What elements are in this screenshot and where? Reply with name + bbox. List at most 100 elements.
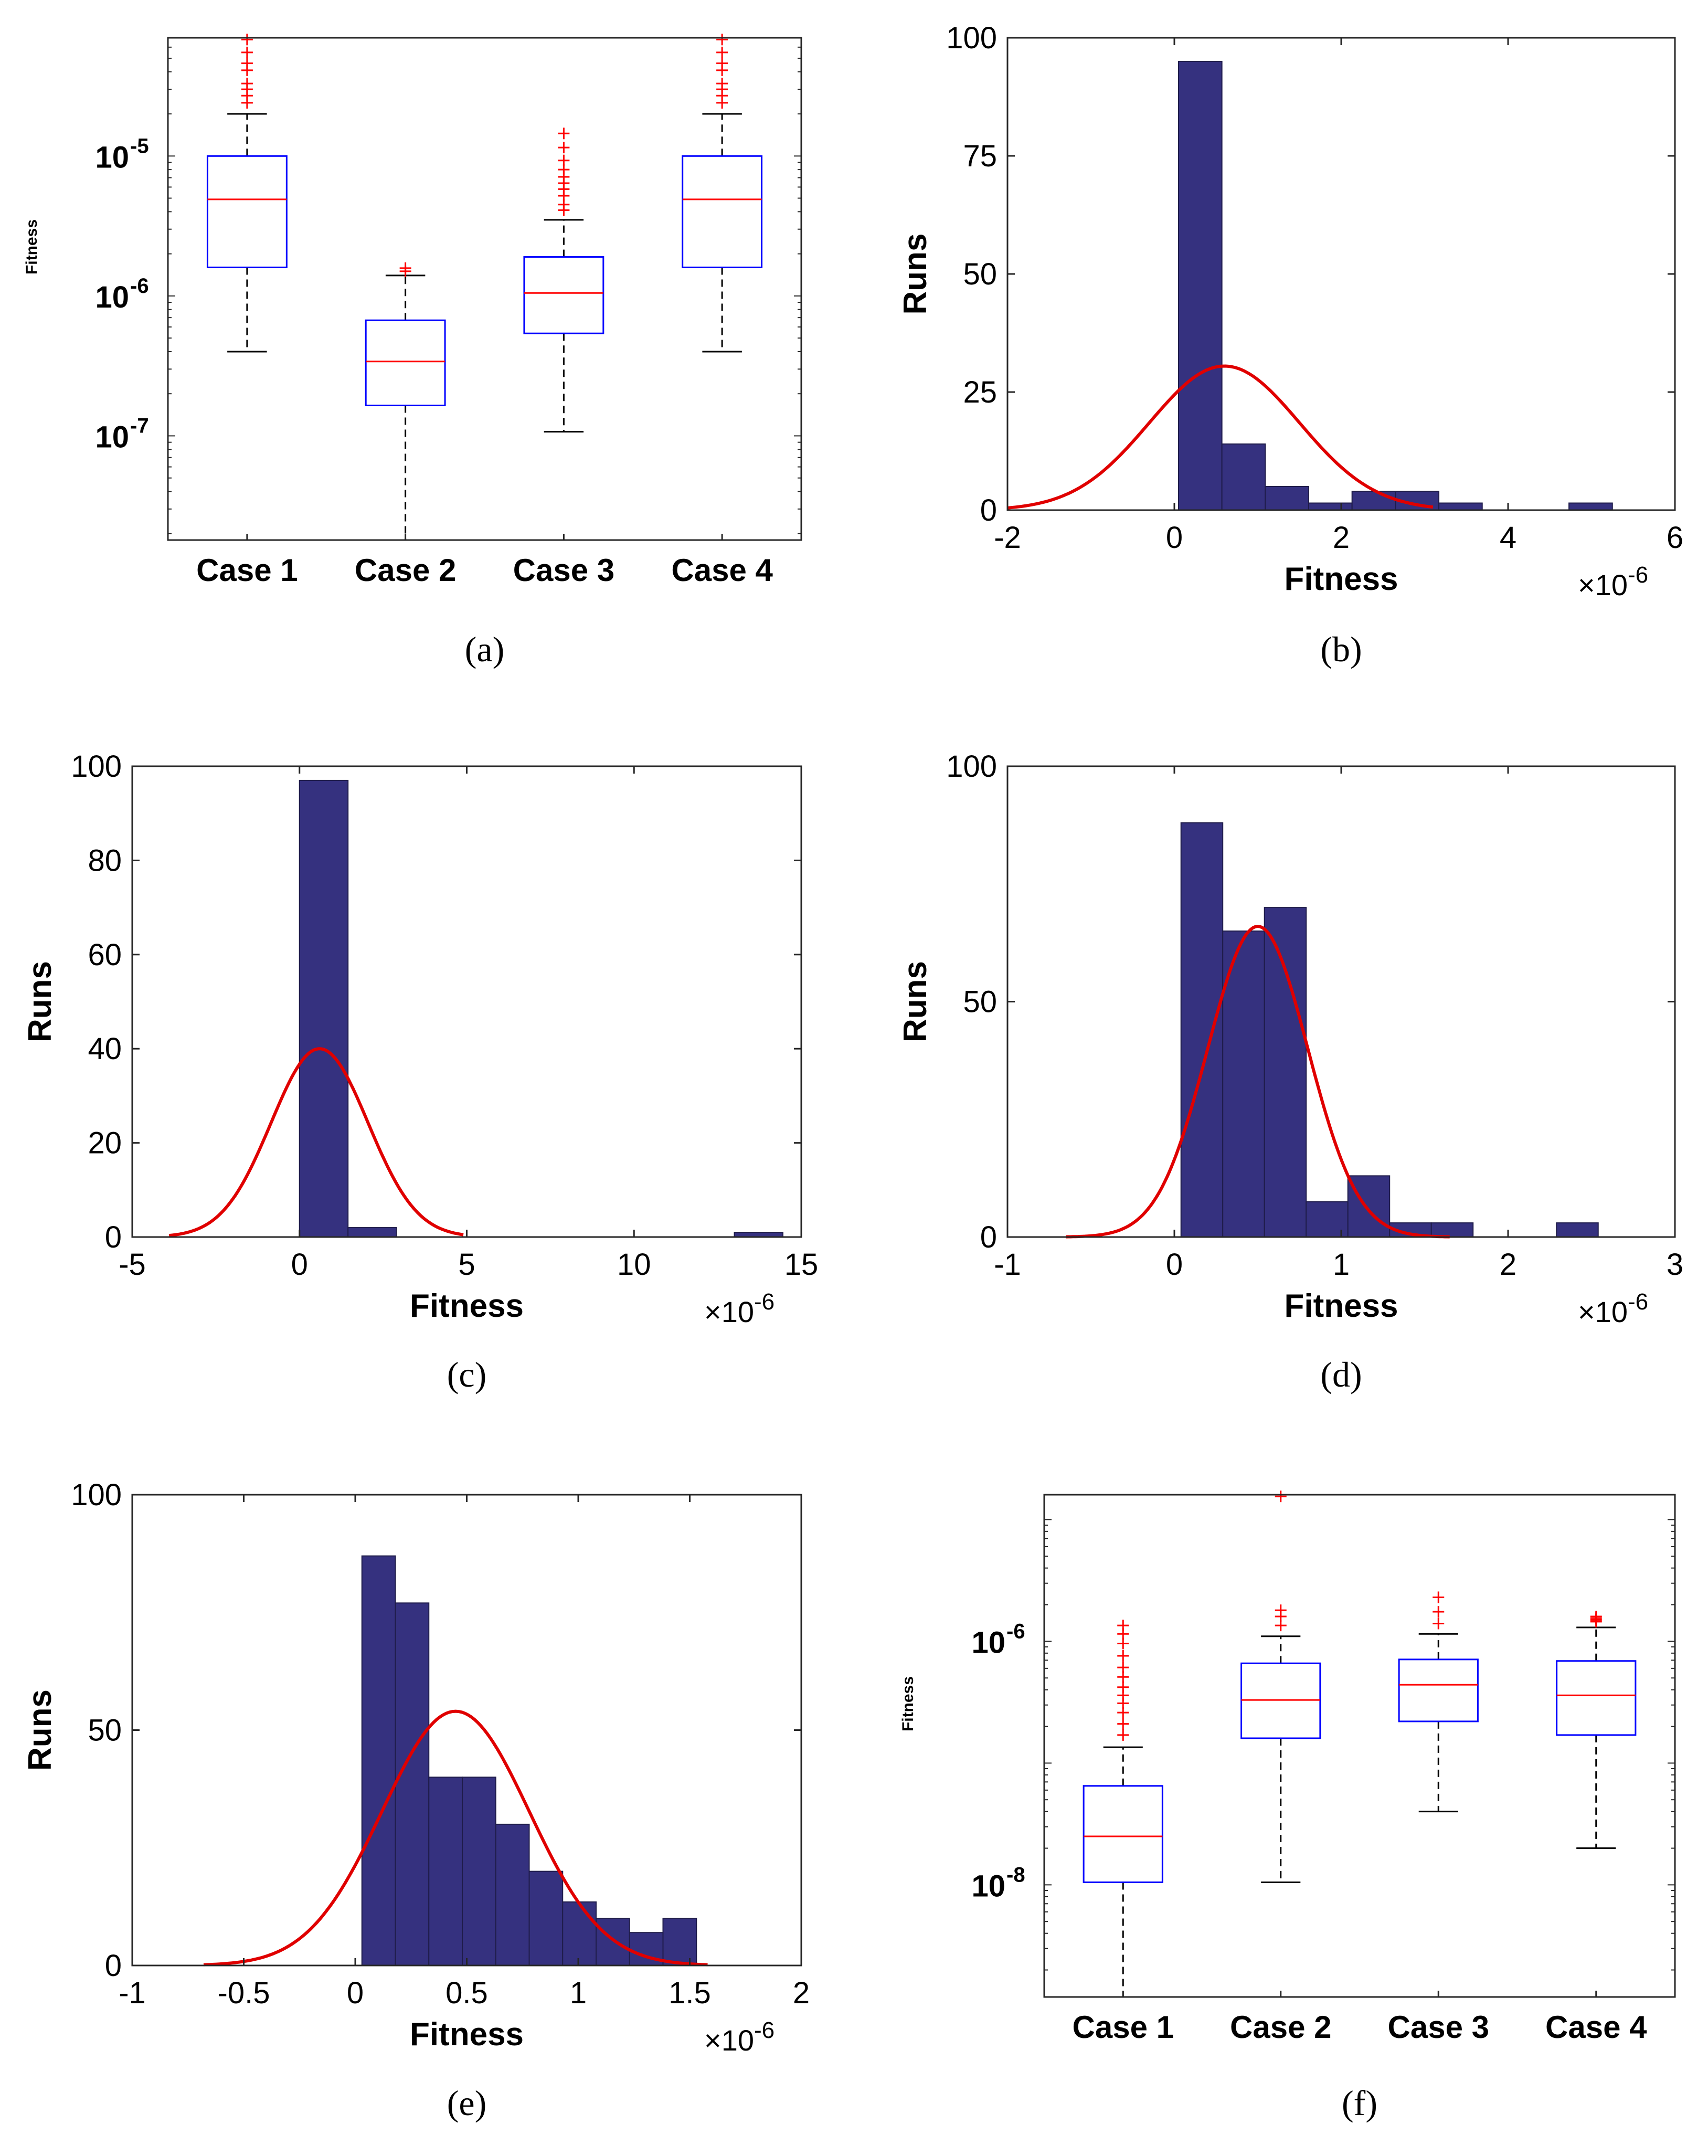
- histogram-bar: [1430, 1222, 1474, 1238]
- tick-base: 10: [971, 1869, 1005, 1903]
- iqr-box: [206, 155, 288, 268]
- axes-frame: [1006, 765, 1676, 1238]
- outlier-marker: [1433, 1605, 1445, 1618]
- box-2: [365, 262, 446, 541]
- y-tick-label: 0: [980, 1220, 997, 1254]
- outlier-marker: [558, 142, 570, 154]
- exponent-base: ×10: [1578, 568, 1628, 601]
- x-axis-label: Fitness: [1284, 1288, 1398, 1324]
- outlier-marker: [1117, 1620, 1129, 1632]
- y-tick-label: 10: [971, 1869, 1005, 1903]
- x-tick-label: 10: [617, 1248, 651, 1282]
- tick-base: 10: [971, 1625, 1005, 1660]
- x-tick-label: 4: [1500, 521, 1516, 555]
- histogram-bar: [1308, 502, 1353, 511]
- outlier-marker: [1275, 1491, 1287, 1503]
- x-tick-label: 6: [1667, 521, 1683, 555]
- x-tick-label: 0.5: [445, 1976, 488, 2010]
- y-tick-label: 100: [946, 21, 997, 55]
- category-label: Case 3: [1388, 2010, 1489, 2045]
- histogram-bar: [1221, 443, 1266, 511]
- y-tick-label: 80: [88, 843, 122, 878]
- normal-fit-curve: [1007, 364, 1434, 510]
- panel-caption: (d): [1320, 1355, 1362, 1394]
- y-axis-label: Runs: [897, 234, 933, 315]
- histogram-bar: [1177, 61, 1223, 511]
- category-label: Case 4: [671, 553, 773, 588]
- exponent-base: ×10: [704, 2024, 754, 2057]
- histogram-bar: [428, 1777, 463, 1966]
- y-tick-label: 100: [71, 1478, 122, 1512]
- iqr-box: [1240, 1662, 1321, 1739]
- exponent-power: -6: [754, 2017, 775, 2043]
- normal-fit-curve: [1066, 924, 1450, 1239]
- category-label: Case 4: [1545, 2010, 1647, 2045]
- histogram-bar: [395, 1602, 430, 1967]
- x-tick-label: 15: [784, 1248, 819, 1282]
- y-axis-label: Fitness: [23, 219, 40, 274]
- x-tick-label: 0: [347, 1976, 364, 2010]
- panel-caption: (a): [465, 629, 504, 669]
- outlier-marker: [241, 78, 253, 90]
- iqr-box: [682, 155, 763, 268]
- box-3: [1398, 1591, 1479, 1813]
- iqr-box: [365, 319, 446, 406]
- box-2: [1240, 1491, 1321, 1883]
- histogram-bar: [1351, 491, 1396, 511]
- y-tick-label: 25: [963, 375, 997, 409]
- x-tick-label: 2: [1333, 521, 1350, 555]
- histogram-bar: [596, 1918, 630, 1967]
- box-4: [1556, 1611, 1637, 1849]
- exponent-base: ×10: [704, 1295, 754, 1328]
- box-1: [206, 34, 288, 353]
- y-tick-label: 50: [963, 985, 997, 1019]
- panel-caption: (e): [447, 2083, 486, 2123]
- outlier-marker: [1117, 1681, 1129, 1693]
- outlier-marker: [1275, 1604, 1287, 1616]
- y-tick-label: 20: [88, 1126, 122, 1160]
- box-3: [523, 128, 604, 433]
- tick-base: 10: [95, 280, 129, 314]
- panel-caption: (b): [1320, 629, 1362, 669]
- outlier-marker: [1433, 1591, 1445, 1603]
- histogram-bar: [299, 779, 349, 1238]
- boxplot-panel-a: Case 1 Case 2 Case 3 Case 410-710-610 -5Fitn…: [23, 34, 802, 669]
- panel-caption: (f): [1342, 2083, 1377, 2123]
- y-tick-label: 0: [105, 1949, 122, 1983]
- box-4: [682, 34, 763, 353]
- axis-exponent: ×10-6: [1578, 1289, 1648, 1328]
- y-tick-exponent: -5: [130, 134, 149, 157]
- outlier-marker: [716, 78, 728, 90]
- boxplot-panel-f: Case 1 Case 2 Case 3 Case 410 -810 -6Fitness(…: [899, 1491, 1676, 2123]
- y-tick-label: 10: [95, 140, 129, 174]
- x-tick-label: -0.5: [218, 1976, 270, 2010]
- category-label: Case 3: [513, 553, 614, 588]
- x-tick-label: 2: [1500, 1248, 1516, 1282]
- axis-exponent: ×10-6: [704, 2017, 775, 2057]
- histogram-bar: [495, 1823, 530, 1966]
- category-label: Case 1: [196, 553, 298, 588]
- x-tick-label: 1: [1333, 1248, 1350, 1282]
- outlier-marker: [241, 34, 253, 46]
- axes-frame: [167, 37, 802, 541]
- outlier-marker: [716, 46, 728, 58]
- y-tick-label: 0: [980, 493, 997, 527]
- outlier-marker: [1117, 1718, 1129, 1730]
- normal-fit-curve: [168, 1047, 464, 1238]
- x-tick-label: 1.5: [669, 1976, 711, 2010]
- x-tick-label: 0: [1166, 521, 1183, 555]
- histogram-bar: [1264, 907, 1307, 1238]
- x-tick-label: -2: [994, 521, 1021, 555]
- histogram-panel-e: -1 -0.5 0 0.5 1 1.5 2 0 50 100 Fitness Runs ×10-6 (e): [22, 1478, 810, 2123]
- outlier-marker: [558, 154, 570, 166]
- x-tick-label: 5: [458, 1248, 475, 1282]
- y-tick-label: 60: [88, 938, 122, 972]
- iqr-box: [1556, 1660, 1637, 1736]
- y-tick-label: 100: [71, 749, 122, 784]
- histogram-bar: [361, 1555, 396, 1967]
- iqr-box: [1398, 1658, 1479, 1722]
- histogram-bar: [1556, 1222, 1599, 1238]
